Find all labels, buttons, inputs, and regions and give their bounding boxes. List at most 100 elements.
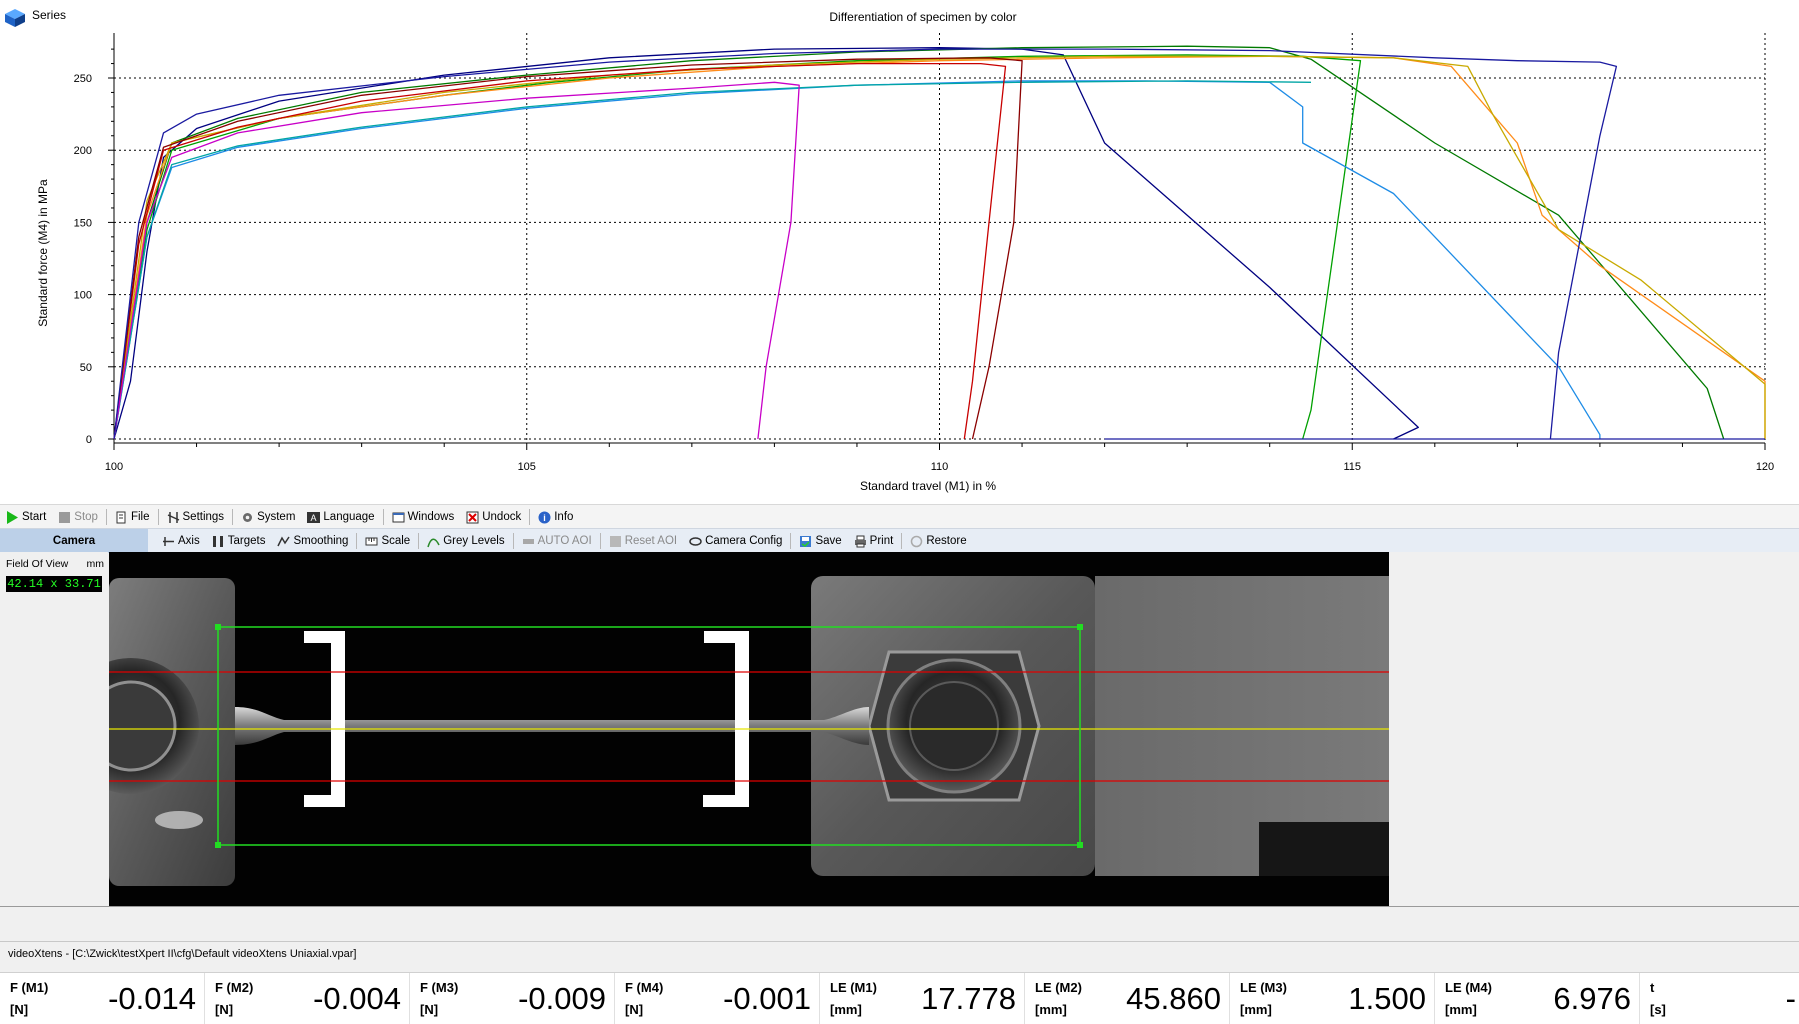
readout-unit: [mm] <box>1035 1002 1067 1017</box>
readout-unit: [N] <box>10 1002 29 1017</box>
y-tick-label: 200 <box>74 145 92 157</box>
readout-unit: [mm] <box>830 1002 862 1017</box>
grey-levels-icon <box>427 538 440 547</box>
readout-name: LE (M1) <box>830 980 877 995</box>
scale-icon <box>365 537 378 545</box>
field-of-view-panel: Field Of View mm 42.14 x 33.71 <box>0 552 108 906</box>
printer-icon <box>854 535 866 547</box>
readout-f-m3: F (M3) [N] -0.009 <box>410 973 615 1024</box>
aoi-handle[interactable] <box>215 842 221 848</box>
info-button[interactable]: i Info <box>532 506 579 528</box>
camera-image <box>109 552 1389 906</box>
x-axis-label: Standard travel (M1) in % <box>860 479 996 493</box>
series-line-3 <box>113 54 1362 440</box>
readout-unit: [mm] <box>1445 1002 1477 1017</box>
readout-f-m2: F (M2) [N] -0.004 <box>205 973 410 1024</box>
series-button[interactable]: Series <box>32 8 67 22</box>
auto-aoi-button[interactable]: AUTO AOI <box>516 530 598 552</box>
main-toolbar: Start Stop File Settings System A Langua… <box>0 504 1799 529</box>
measurement-readouts: F (M1) [N] -0.014 F (M2) [N] -0.004 F (M… <box>0 972 1799 1024</box>
reset-aoi-icon <box>609 535 621 547</box>
toolbar-separator <box>790 533 792 549</box>
readout-value: 1.500 <box>1348 981 1426 1016</box>
readout-name: F (M1) <box>10 980 49 995</box>
restore-button[interactable]: Restore <box>904 530 972 552</box>
readout-value: - <box>1785 981 1796 1016</box>
chart-grid <box>114 33 1766 440</box>
readout-le-m1: LE (M1) [mm] 17.778 <box>820 973 1025 1024</box>
targets-icon <box>212 535 223 547</box>
scale-button[interactable]: Scale <box>359 530 416 552</box>
camera-view[interactable] <box>109 552 1389 906</box>
reset-aoi-button[interactable]: Reset AOI <box>603 530 683 552</box>
right-clamp <box>811 576 1389 876</box>
language-menu[interactable]: A Language <box>301 506 380 528</box>
y-axis-label: Standard force (M4) in MPa <box>36 179 50 327</box>
camera-config-button[interactable]: Camera Config <box>683 530 788 552</box>
grey-levels-button[interactable]: Grey Levels <box>421 530 510 552</box>
y-tick-label: 250 <box>74 73 92 85</box>
file-icon <box>116 511 126 523</box>
print-button[interactable]: Print <box>848 530 900 552</box>
start-button[interactable]: Start <box>0 506 52 528</box>
y-tick-label: 150 <box>74 217 92 229</box>
chart-axes: 0 50 100 150 200 250 100 105 110 115 120 <box>74 33 1774 473</box>
undock-button[interactable]: Undock <box>460 506 527 528</box>
series-line-9 <box>113 57 1023 440</box>
svg-text:i: i <box>543 513 546 523</box>
readout-unit: [N] <box>420 1002 439 1017</box>
aoi-handle[interactable] <box>1077 624 1083 630</box>
readout-le-m4: LE (M4) [mm] 6.976 <box>1435 973 1640 1024</box>
readout-le-m2: LE (M2) [mm] 45.860 <box>1025 973 1230 1024</box>
windows-icon <box>392 512 405 522</box>
targets-button[interactable]: Targets <box>206 530 272 552</box>
toolbar-separator <box>157 509 159 525</box>
series-line-6 <box>113 80 1601 440</box>
aoi-handle[interactable] <box>1077 842 1083 848</box>
stop-button[interactable]: Stop <box>52 506 104 528</box>
toolbar-separator <box>901 533 903 549</box>
x-tick-label: 115 <box>1343 461 1361 473</box>
system-menu[interactable]: System <box>235 506 301 528</box>
y-tick-label: 0 <box>86 434 92 446</box>
message-bar <box>0 906 1799 942</box>
y-tick-label: 100 <box>74 290 92 302</box>
series-cube-icon[interactable] <box>4 8 26 28</box>
toolbar-separator <box>382 509 384 525</box>
axis-button[interactable]: Axis <box>156 530 206 552</box>
readout-value: -0.001 <box>723 981 811 1016</box>
readout-name: t <box>1650 980 1655 995</box>
target-markers <box>304 631 749 807</box>
readout-value: -0.014 <box>108 981 196 1016</box>
smoothing-button[interactable]: Smoothing <box>271 530 354 552</box>
series-line-8 <box>113 62 1007 440</box>
axis-icon <box>163 536 174 546</box>
x-tick-label: 120 <box>1756 461 1774 473</box>
file-menu[interactable]: File <box>109 506 156 528</box>
series-line-7 <box>113 80 1312 440</box>
aoi-box[interactable] <box>217 626 1081 846</box>
line-chart: 0 50 100 150 200 250 100 105 110 115 120 Different… <box>36 10 1774 493</box>
chart-title: Differentiation of specimen by color <box>829 10 1016 24</box>
camera-toolbar: Camera Axis Targets Smoothing Scale Grey… <box>0 528 1799 553</box>
readout-name: LE (M2) <box>1035 980 1082 995</box>
tab-camera[interactable]: Camera <box>0 529 148 553</box>
toolbar-separator <box>356 533 358 549</box>
settings-menu[interactable]: Settings <box>161 506 231 528</box>
windows-menu[interactable]: Windows <box>386 506 461 528</box>
specimen <box>235 707 869 745</box>
camera-side-area <box>1390 552 1799 906</box>
readout-unit: [N] <box>625 1002 644 1017</box>
toolbar-separator <box>599 533 601 549</box>
auto-aoi-icon <box>522 538 534 544</box>
readout-value: -0.009 <box>518 981 606 1016</box>
x-tick-label: 105 <box>518 461 536 473</box>
x-tick-label: 100 <box>105 461 123 473</box>
save-button[interactable]: Save <box>793 530 847 552</box>
readout-name: LE (M3) <box>1240 980 1287 995</box>
y-tick-label: 50 <box>80 362 92 374</box>
chart-panel: Series 0 50 100 150 200 250 100 105 110 115 120 Di… <box>0 0 1799 505</box>
gear-icon <box>243 512 253 522</box>
series-line-10 <box>113 81 800 440</box>
aoi-handle[interactable] <box>215 624 221 630</box>
